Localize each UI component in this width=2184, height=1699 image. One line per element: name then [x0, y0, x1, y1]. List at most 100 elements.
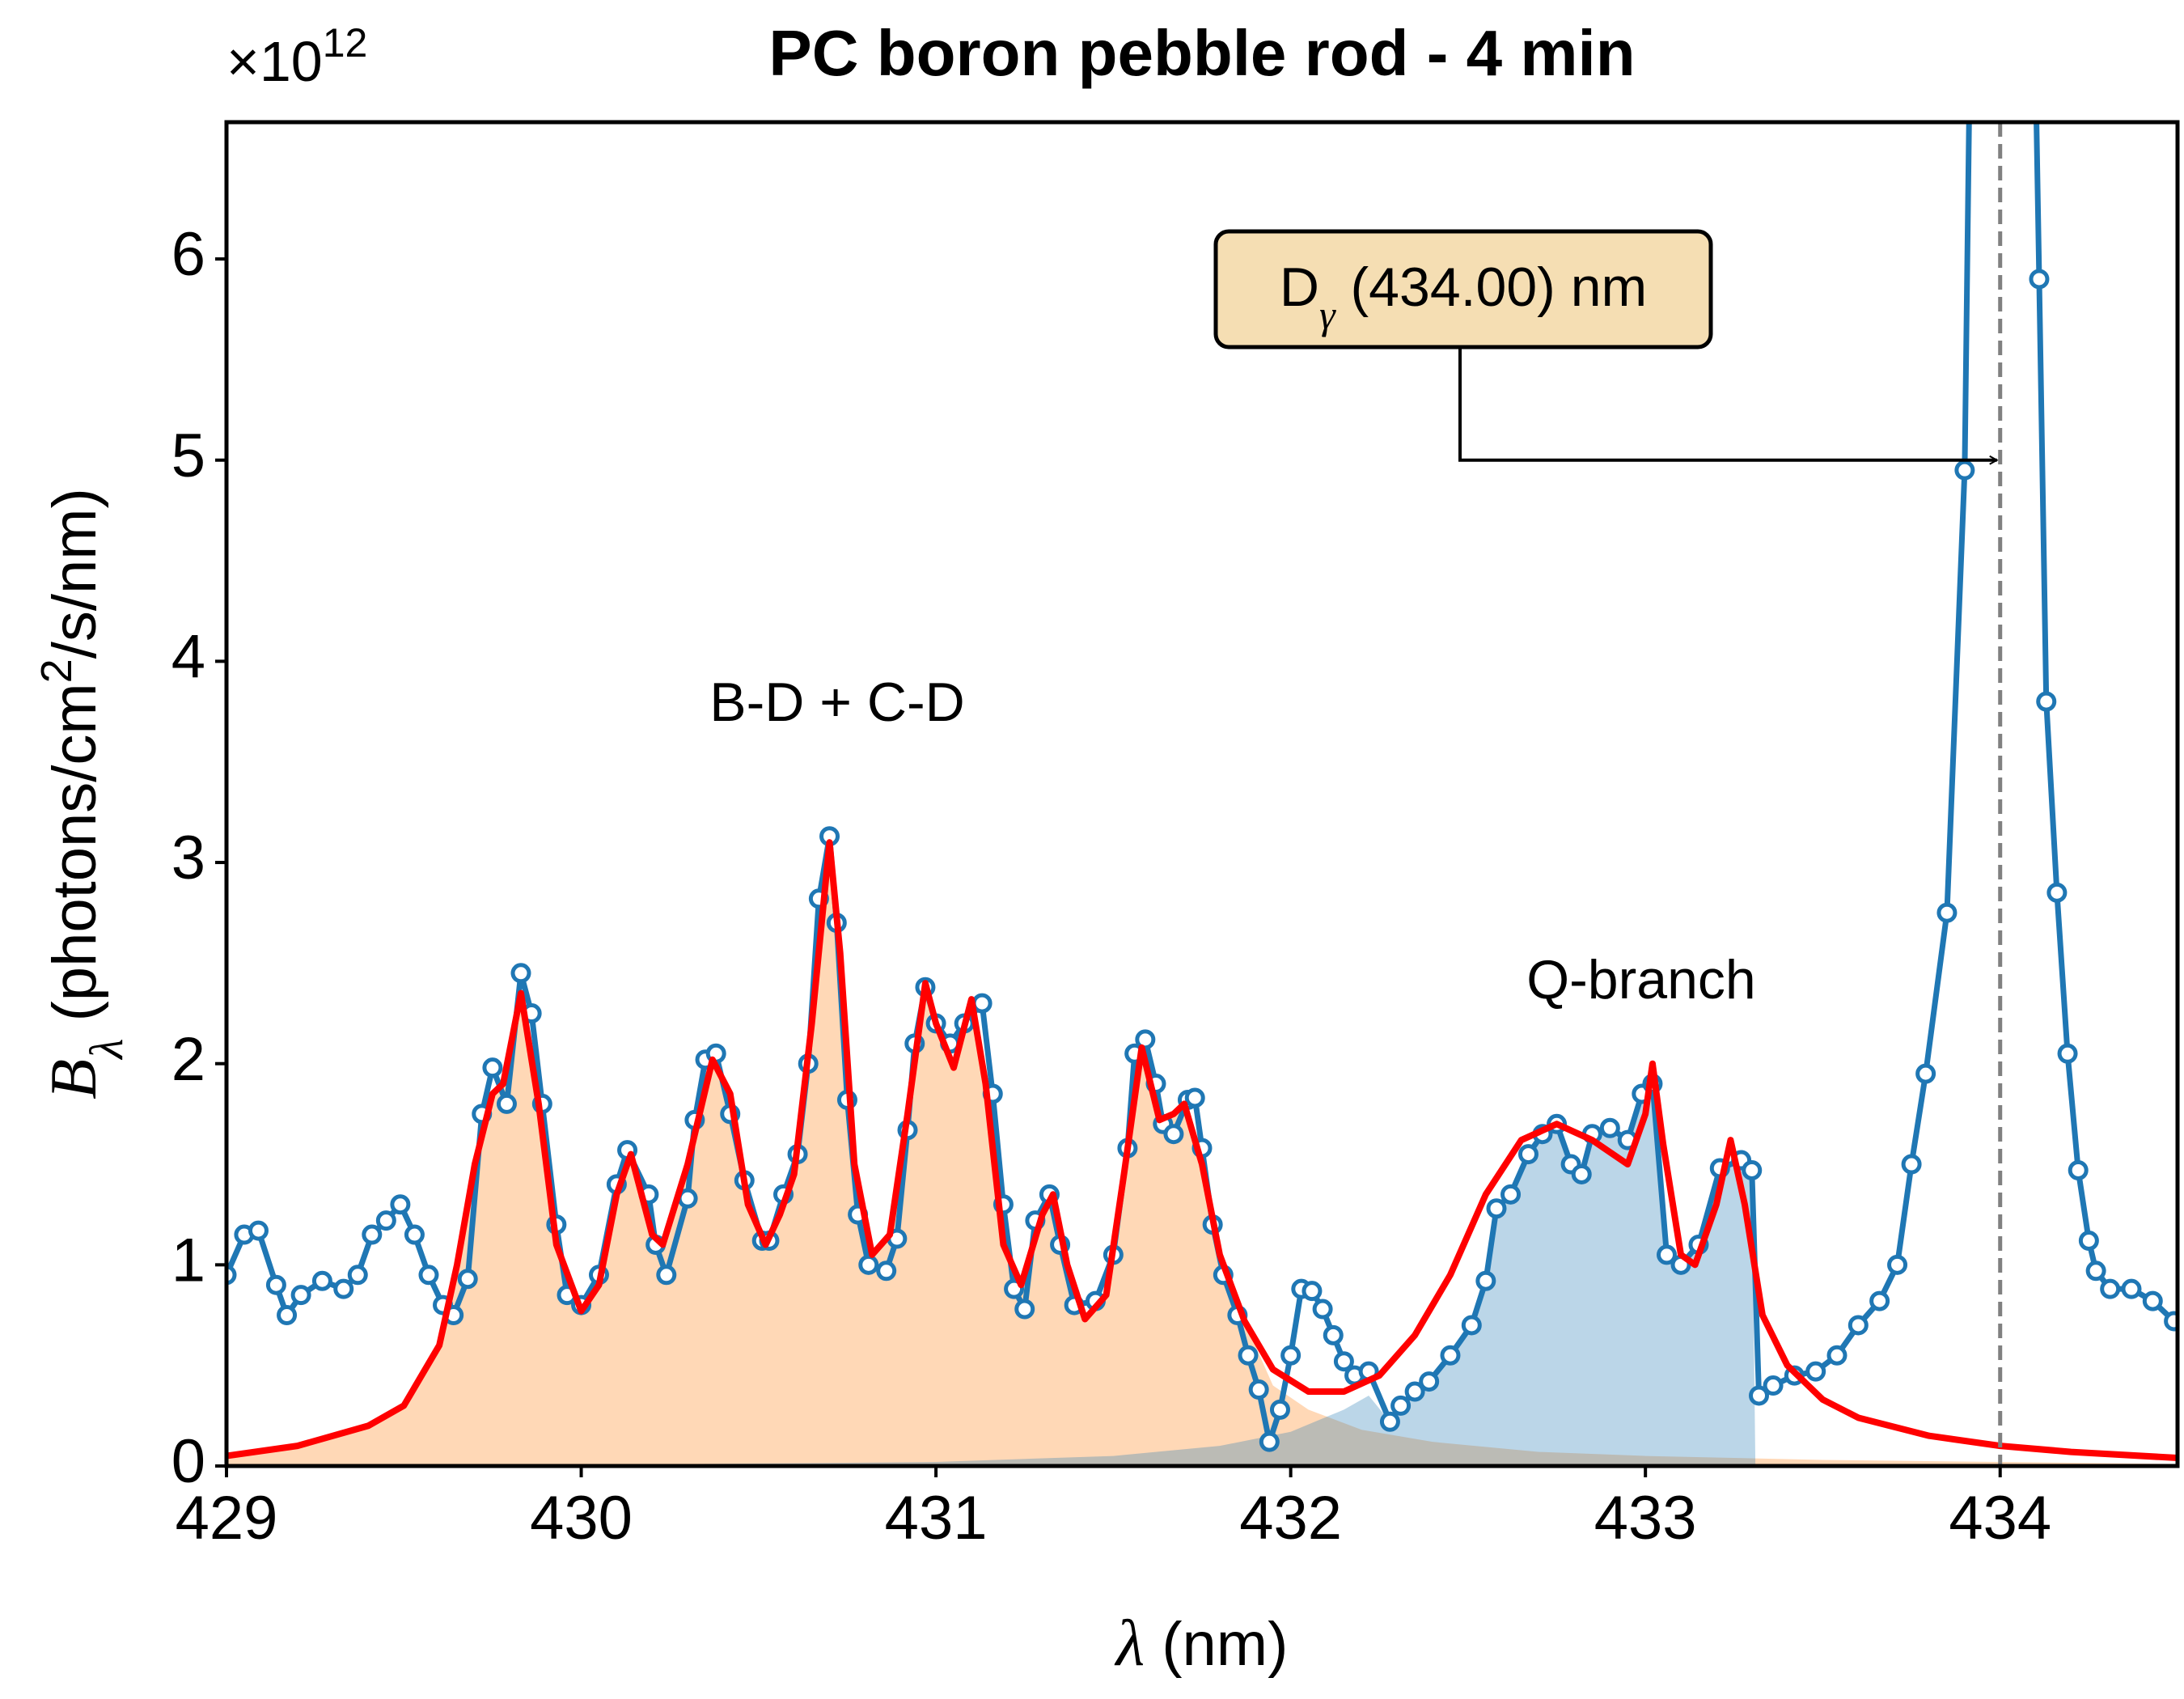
- data-point: [248, 1220, 269, 1241]
- y-tick-label: 0: [171, 1427, 205, 1496]
- y-offset-base: ×10: [226, 30, 323, 93]
- annotation-symbol: D: [1280, 256, 1319, 318]
- data-point: [1517, 1144, 1539, 1165]
- component-area: [226, 1083, 2178, 1466]
- data-point: [1440, 1345, 1461, 1366]
- fit-line: [226, 839, 2178, 1462]
- data-point: [375, 1210, 396, 1231]
- data-point: [1238, 1345, 1259, 1366]
- x-tick-label: 429: [176, 1484, 278, 1553]
- x-tick-label: 433: [1594, 1484, 1697, 1553]
- y-tick-label: 3: [171, 824, 205, 892]
- data-point: [1901, 1154, 1922, 1175]
- y-label-unit: (photons/cm: [40, 683, 109, 1038]
- y-tick-label: 5: [171, 422, 205, 490]
- y-label-symbol: B: [36, 1059, 110, 1099]
- data-point: [2164, 1311, 2178, 1332]
- data-point: [1486, 1198, 1507, 1219]
- data-point: [1184, 1087, 1205, 1108]
- data-point: [1869, 1290, 1890, 1311]
- x-tick-label: 434: [1949, 1484, 2051, 1553]
- data-point: [1599, 1117, 1620, 1138]
- axes: 429 430 431 432 433 434 0 1 2 3 4 5 6: [171, 120, 2180, 1553]
- annotation-rest: (434.00) nm: [1335, 256, 1648, 318]
- data-point: [362, 1224, 383, 1245]
- data-point: [1915, 1063, 1936, 1084]
- data-point: [2057, 1043, 2078, 1064]
- data-point: [1848, 1315, 1869, 1336]
- axes-frame: [224, 120, 2180, 1468]
- data-point: [290, 1285, 311, 1306]
- data-point: [1014, 1299, 1035, 1320]
- data-point: [418, 1265, 439, 1286]
- data-point: [1826, 1345, 1848, 1366]
- data-point: [2029, 269, 2050, 290]
- data-point: [1302, 1281, 1323, 1302]
- data-point: [1954, 460, 1975, 481]
- x-tick-label: 431: [885, 1484, 988, 1553]
- data-point: [404, 1224, 425, 1245]
- data-point: [1749, 1385, 1770, 1406]
- data-point: [1379, 1411, 1400, 1432]
- data-point: [390, 1194, 411, 1215]
- data-point: [1404, 1381, 1425, 1402]
- data-point: [311, 1270, 332, 1291]
- data-point: [1656, 1244, 1677, 1265]
- data-point: [347, 1265, 368, 1286]
- data-point: [265, 1274, 286, 1295]
- data-point: [1461, 1315, 1482, 1336]
- y-label-superscript: 2: [32, 659, 81, 683]
- y-tick-label: 4: [171, 622, 205, 691]
- y-offset-exponent: 12: [323, 20, 368, 66]
- y-offset-label: ×1012: [226, 20, 367, 93]
- y-tick-label: 6: [171, 220, 205, 289]
- plot-area: [226, 122, 2178, 1466]
- data-point: [1269, 1399, 1290, 1420]
- data-point: [1135, 1029, 1156, 1050]
- data-point: [333, 1278, 354, 1299]
- data-point: [2036, 691, 2057, 712]
- data-point: [858, 1254, 879, 1275]
- chart-title: PC boron pebble rod - 4 min: [768, 17, 1635, 89]
- data-point: [1280, 1345, 1302, 1366]
- data-point: [1312, 1299, 1333, 1320]
- annotation-text: Dγ (434.00) nm: [1280, 256, 1647, 337]
- data-point: [1248, 1379, 1269, 1400]
- data-point: [971, 993, 993, 1014]
- data-point: [1500, 1184, 1522, 1205]
- data-point: [2100, 1278, 2121, 1299]
- data-point: [1936, 902, 1958, 923]
- x-label-symbol: λ: [1115, 1606, 1145, 1680]
- data-point: [1742, 1159, 1763, 1180]
- data-point: [1571, 1163, 1592, 1184]
- data-point: [2142, 1290, 2163, 1311]
- data-point: [1333, 1351, 1354, 1372]
- data-point: [2068, 1159, 2089, 1180]
- y-axis-label: Bλ (photons/cm2/s/nm): [32, 488, 133, 1099]
- component-area: [226, 842, 2178, 1466]
- data-point: [277, 1305, 298, 1326]
- data-point: [2046, 882, 2068, 903]
- y-tick-label: 2: [171, 1025, 205, 1094]
- data-point: [1419, 1371, 1440, 1392]
- data-point: [482, 1057, 503, 1078]
- data-point: [510, 963, 531, 984]
- x-tick-label: 432: [1239, 1484, 1342, 1553]
- data-point: [1763, 1375, 1784, 1396]
- data-point: [1163, 1124, 1184, 1145]
- annotation-arrow: [1458, 347, 1997, 460]
- data-point: [1323, 1324, 1344, 1345]
- x-tick-label: 430: [530, 1484, 633, 1553]
- data-point: [1390, 1395, 1412, 1416]
- data-point: [457, 1269, 478, 1290]
- y-label-unit-end: /s/nm): [40, 488, 109, 659]
- data-point: [1259, 1431, 1280, 1452]
- x-axis-label: λ (nm): [1115, 1606, 1289, 1680]
- band-label: Q-branch: [1526, 949, 1755, 1011]
- band-label: B-D + C-D: [709, 672, 964, 733]
- annotation: Dγ (434.00) nm: [1213, 229, 1997, 460]
- data-point: [2085, 1260, 2106, 1282]
- data-point: [2078, 1231, 2099, 1252]
- annotation-box: [1213, 229, 1713, 350]
- data-point: [1475, 1270, 1496, 1291]
